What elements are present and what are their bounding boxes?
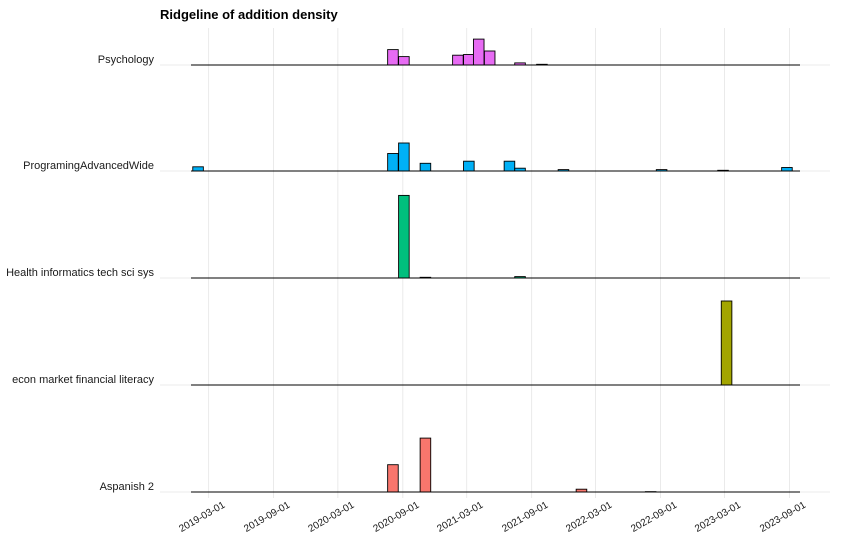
- histogram-bar: [398, 142, 410, 172]
- histogram-bar: [463, 160, 475, 172]
- histogram-bar: [387, 49, 399, 66]
- x-tick-label: 2020-03-01: [307, 500, 357, 535]
- histogram-bar: [452, 54, 464, 66]
- label-layer: Aspanish 2 econ market financial literacy…: [6, 54, 154, 493]
- histogram-bar: [463, 54, 475, 66]
- x-tick-label: 2023-09-01: [758, 500, 808, 535]
- histogram-bar: [192, 166, 204, 172]
- histogram-bar: [398, 194, 410, 279]
- x-tick-label: 2023-03-01: [693, 500, 743, 535]
- histogram-bar: [503, 160, 516, 172]
- x-tick-label: 2019-09-01: [242, 500, 292, 535]
- ridge-label: Psychology: [98, 54, 155, 66]
- tick-layer: 2019-03-01 2019-09-01 2020-03-01 2020-09-01…: [177, 500, 808, 535]
- x-tick-label: 2022-03-01: [564, 500, 614, 535]
- x-tick-label: 2022-09-01: [629, 500, 679, 535]
- x-tick-label: 2021-03-01: [435, 500, 485, 535]
- x-tick-label: 2020-09-01: [372, 500, 422, 535]
- ridge-layer: [191, 38, 800, 493]
- x-tick-label: 2019-03-01: [177, 500, 227, 535]
- histogram-bar: [720, 300, 733, 386]
- ridge-label: Aspanish 2: [100, 481, 154, 493]
- histogram-bar: [483, 50, 496, 66]
- histogram-bar: [419, 162, 432, 172]
- histogram-bar: [472, 38, 485, 66]
- histogram-bar: [398, 56, 410, 66]
- ridge-label: Health informatics tech sci sys: [6, 267, 154, 279]
- histogram-bar: [387, 153, 399, 172]
- histogram-bar: [419, 437, 432, 493]
- ridge-label: ProgramingAdvancedWide: [23, 160, 154, 172]
- histogram-bar: [781, 167, 793, 172]
- x-tick-label: 2021-09-01: [500, 500, 550, 535]
- chart-title: Ridgeline of addition density: [160, 7, 338, 22]
- ridge-label: econ market financial literacy: [12, 374, 154, 386]
- grid-layer: [160, 28, 830, 498]
- histogram-bar: [387, 464, 399, 493]
